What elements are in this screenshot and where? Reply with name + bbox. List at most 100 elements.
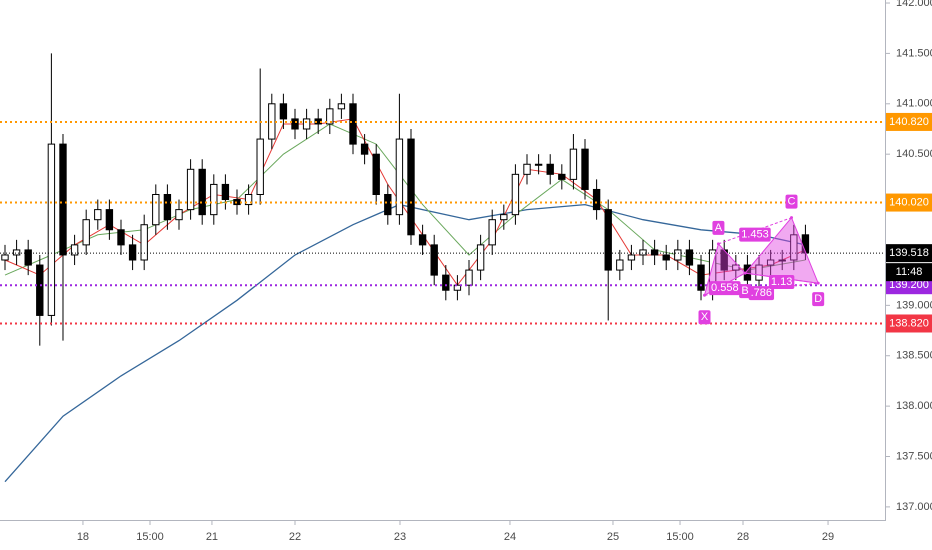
candle-body [59,143,67,256]
candle-body [616,259,624,271]
plot [1,53,810,483]
y-tick-label: 139.000 [896,299,932,311]
level-label-bg [886,193,932,212]
candle-body [105,209,114,231]
pattern-ratio: 1.13 [771,276,792,288]
candle-body [685,249,694,266]
last-price-label-bg [886,244,932,263]
y-tick-label: 140.500 [896,148,932,160]
candle-body [198,168,206,216]
overlay: 0.558 .786 1.453 1.13 X A B C D [0,120,885,325]
candle-body [256,138,264,195]
candle-body [384,193,392,216]
candle-body [36,264,44,316]
pattern-point [716,242,720,246]
candle-body [47,143,56,316]
y-tick-label: 141.500 [896,47,932,59]
y-tick-label: 138.500 [896,350,932,362]
candle-body [186,168,195,211]
x-tick-label: 29 [822,531,834,543]
pattern-point [816,281,820,285]
candle-body [697,264,705,291]
y-tick-label: 142.000 [896,0,932,9]
pattern-ratio: .786 [751,287,772,299]
candle-body [128,244,137,261]
candle-body [476,244,485,271]
candle-body [592,188,601,211]
pattern-ratio-bg [748,286,775,301]
last-price-label: 139.518 [889,247,929,259]
candle-body [349,103,357,145]
pattern-point-bg [739,284,752,299]
y-tick-label: 137.500 [896,450,932,462]
candle-body [500,214,508,221]
candle-body [790,234,798,261]
pattern-ratio-bg [739,227,771,242]
pattern-point [790,216,794,220]
level-label: 140.020 [889,196,929,208]
pattern-ratio-bg [709,281,741,296]
candle-body [24,249,32,266]
pattern-ratio: 1.453 [741,229,769,241]
x-tick-label: 21 [206,531,218,543]
x-tick-label: 15:00 [136,531,164,543]
candle-body [360,143,369,155]
candle-body [175,209,183,221]
y-tick-label: 138.000 [896,400,932,412]
candle-body [326,108,334,125]
candle-body [674,249,682,261]
pattern-point-label: B [741,285,748,297]
candle-body [778,259,786,262]
x-tick-label: 15:00 [666,531,694,543]
axes: 137.000 137.500 138.000 138.500 139.000 139.5… [77,0,932,543]
last-price-time: 11:48 [896,266,923,278]
candle-body [511,173,520,216]
candle-body [581,148,589,190]
candle-body [732,264,740,271]
x-tick-label: 25 [607,531,619,543]
time-axis-bg [0,521,932,550]
pattern-point-bg [698,310,711,325]
candle-body [639,249,647,256]
pattern-point-bg [785,194,798,209]
candle-body [558,173,566,180]
candle-body [430,244,438,276]
x-tick-label: 24 [504,531,516,543]
candle-body [534,163,543,166]
level-label: 140.820 [889,116,929,128]
pattern-ratio: 0.558 [711,282,739,294]
candle-body [291,118,299,130]
pattern-point-label: D [814,293,822,305]
candle-body [94,209,102,221]
x-tick-label: 18 [77,531,89,543]
candle-body [523,163,531,175]
pattern-point-label: X [701,311,709,323]
candle-body [244,193,253,206]
candle-body [70,244,79,256]
candle-body [279,103,288,120]
candle-body [337,103,346,110]
candle-body [662,254,670,261]
candle-body [546,163,554,175]
candle-body [650,249,659,256]
level-label: 139.200 [889,279,929,291]
candle-body [117,229,125,246]
candle-body [627,254,636,261]
candle-body [465,269,473,286]
candle-body [418,234,427,246]
last-price-time-bg [886,263,932,282]
candle-body [140,224,148,261]
level-label-bg [886,112,932,131]
candle-body [453,284,462,291]
pattern-point-bg [812,292,825,307]
pattern-point-bg [712,220,725,235]
pattern-point [743,271,747,275]
candle-body [302,118,311,130]
pattern-ratio-bg [768,275,795,290]
pattern-point-label: C [788,196,796,208]
candle-body [766,259,775,266]
y-tick-label: 137.000 [896,501,932,513]
candle-body [152,193,160,226]
